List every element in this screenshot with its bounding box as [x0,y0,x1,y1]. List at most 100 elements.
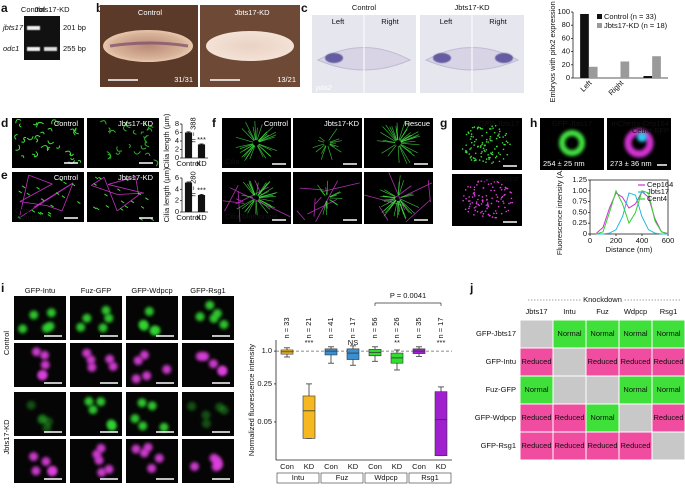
cilium [245,122,255,141]
cilium [256,124,263,141]
label: mCherry-Cep164 [611,119,669,128]
cilium [40,145,49,151]
spot [489,156,491,159]
table-cell [618,375,653,405]
spot [31,466,41,476]
spot [190,461,200,471]
cilium [104,193,108,197]
table-cell [519,431,554,461]
lane-label: Jbts17-KD [34,5,70,14]
cilium [47,127,53,132]
stain-label: Membrane [15,213,51,222]
spot [481,210,483,213]
cilium [241,194,254,198]
spot [87,362,97,372]
cilium [50,204,54,208]
spot [486,138,488,141]
panel-letter: c [301,1,308,15]
spot [506,141,509,144]
cilium [137,192,142,196]
cilium [384,200,397,214]
spot [463,195,465,197]
cilium [399,145,411,164]
box [302,395,316,439]
spot [478,159,481,161]
spot [501,195,504,198]
cilium [243,181,255,196]
spot [475,201,478,203]
spot [96,397,106,407]
cilium [315,144,325,153]
spot [480,180,483,182]
spot [475,159,477,162]
cilium [63,181,67,185]
table-cell [585,347,620,377]
spot [147,463,157,473]
spot [491,197,493,200]
legend-swatch [597,14,602,19]
cilium [329,194,337,198]
cilium [329,144,342,153]
y-tick-label: 0.25 [257,379,272,388]
spot [497,205,500,208]
bar [588,66,598,78]
spot [475,138,478,141]
y-tick-label: 1.00 [572,186,587,195]
panel-image [222,172,291,224]
cilium [235,143,254,148]
cilium [33,122,38,126]
cilium [106,151,111,160]
cilium [400,193,413,198]
spot [485,148,488,151]
spot [483,144,486,147]
cilium [329,191,340,197]
spot [147,401,157,411]
cilium [116,146,123,152]
cilium [325,187,328,196]
column-label: Wdpcp [624,307,647,316]
panel-image [222,118,291,168]
cilium [254,120,257,141]
spot [495,200,498,202]
spot [88,405,98,415]
y-tick-label: 60 [562,33,570,42]
y-tick-label: 20 [562,60,570,69]
spot [509,143,511,146]
membrane [237,191,241,222]
label: Control [54,173,79,182]
p-value: P = 0.0041 [390,291,426,300]
table-cell [585,431,620,461]
cilium [382,126,397,142]
cilium [256,182,259,196]
significance: *** [197,185,206,194]
cilium [400,142,420,146]
spot [464,151,467,153]
cilium [247,183,255,196]
cell-text: Reduced [554,441,584,450]
x-tick-label: Con [280,462,294,471]
n-label: n = 280 [189,171,198,196]
cilium [383,198,396,202]
y-tick-label: 0.05 [257,417,272,426]
panel-image [182,343,234,387]
label: Jbts17-KD [454,3,490,12]
spot [473,159,476,162]
cilium [144,152,151,157]
spot [497,181,500,184]
cilium [95,207,100,211]
spot [138,421,148,431]
cell-text: Reduced [587,441,617,450]
y-axis-label: Embryos with pitx2 expression (%) [548,0,557,103]
cilium [252,126,256,141]
cilium [243,144,254,151]
cilium [94,176,99,180]
spot [490,202,493,205]
box [346,348,360,360]
spot [498,128,501,130]
spot [485,161,487,164]
cilium [115,151,121,155]
cell-text: Reduced [521,357,551,366]
cell-text: Normal [623,329,648,338]
cilium [61,195,66,199]
cell-text: Reduced [620,441,650,450]
